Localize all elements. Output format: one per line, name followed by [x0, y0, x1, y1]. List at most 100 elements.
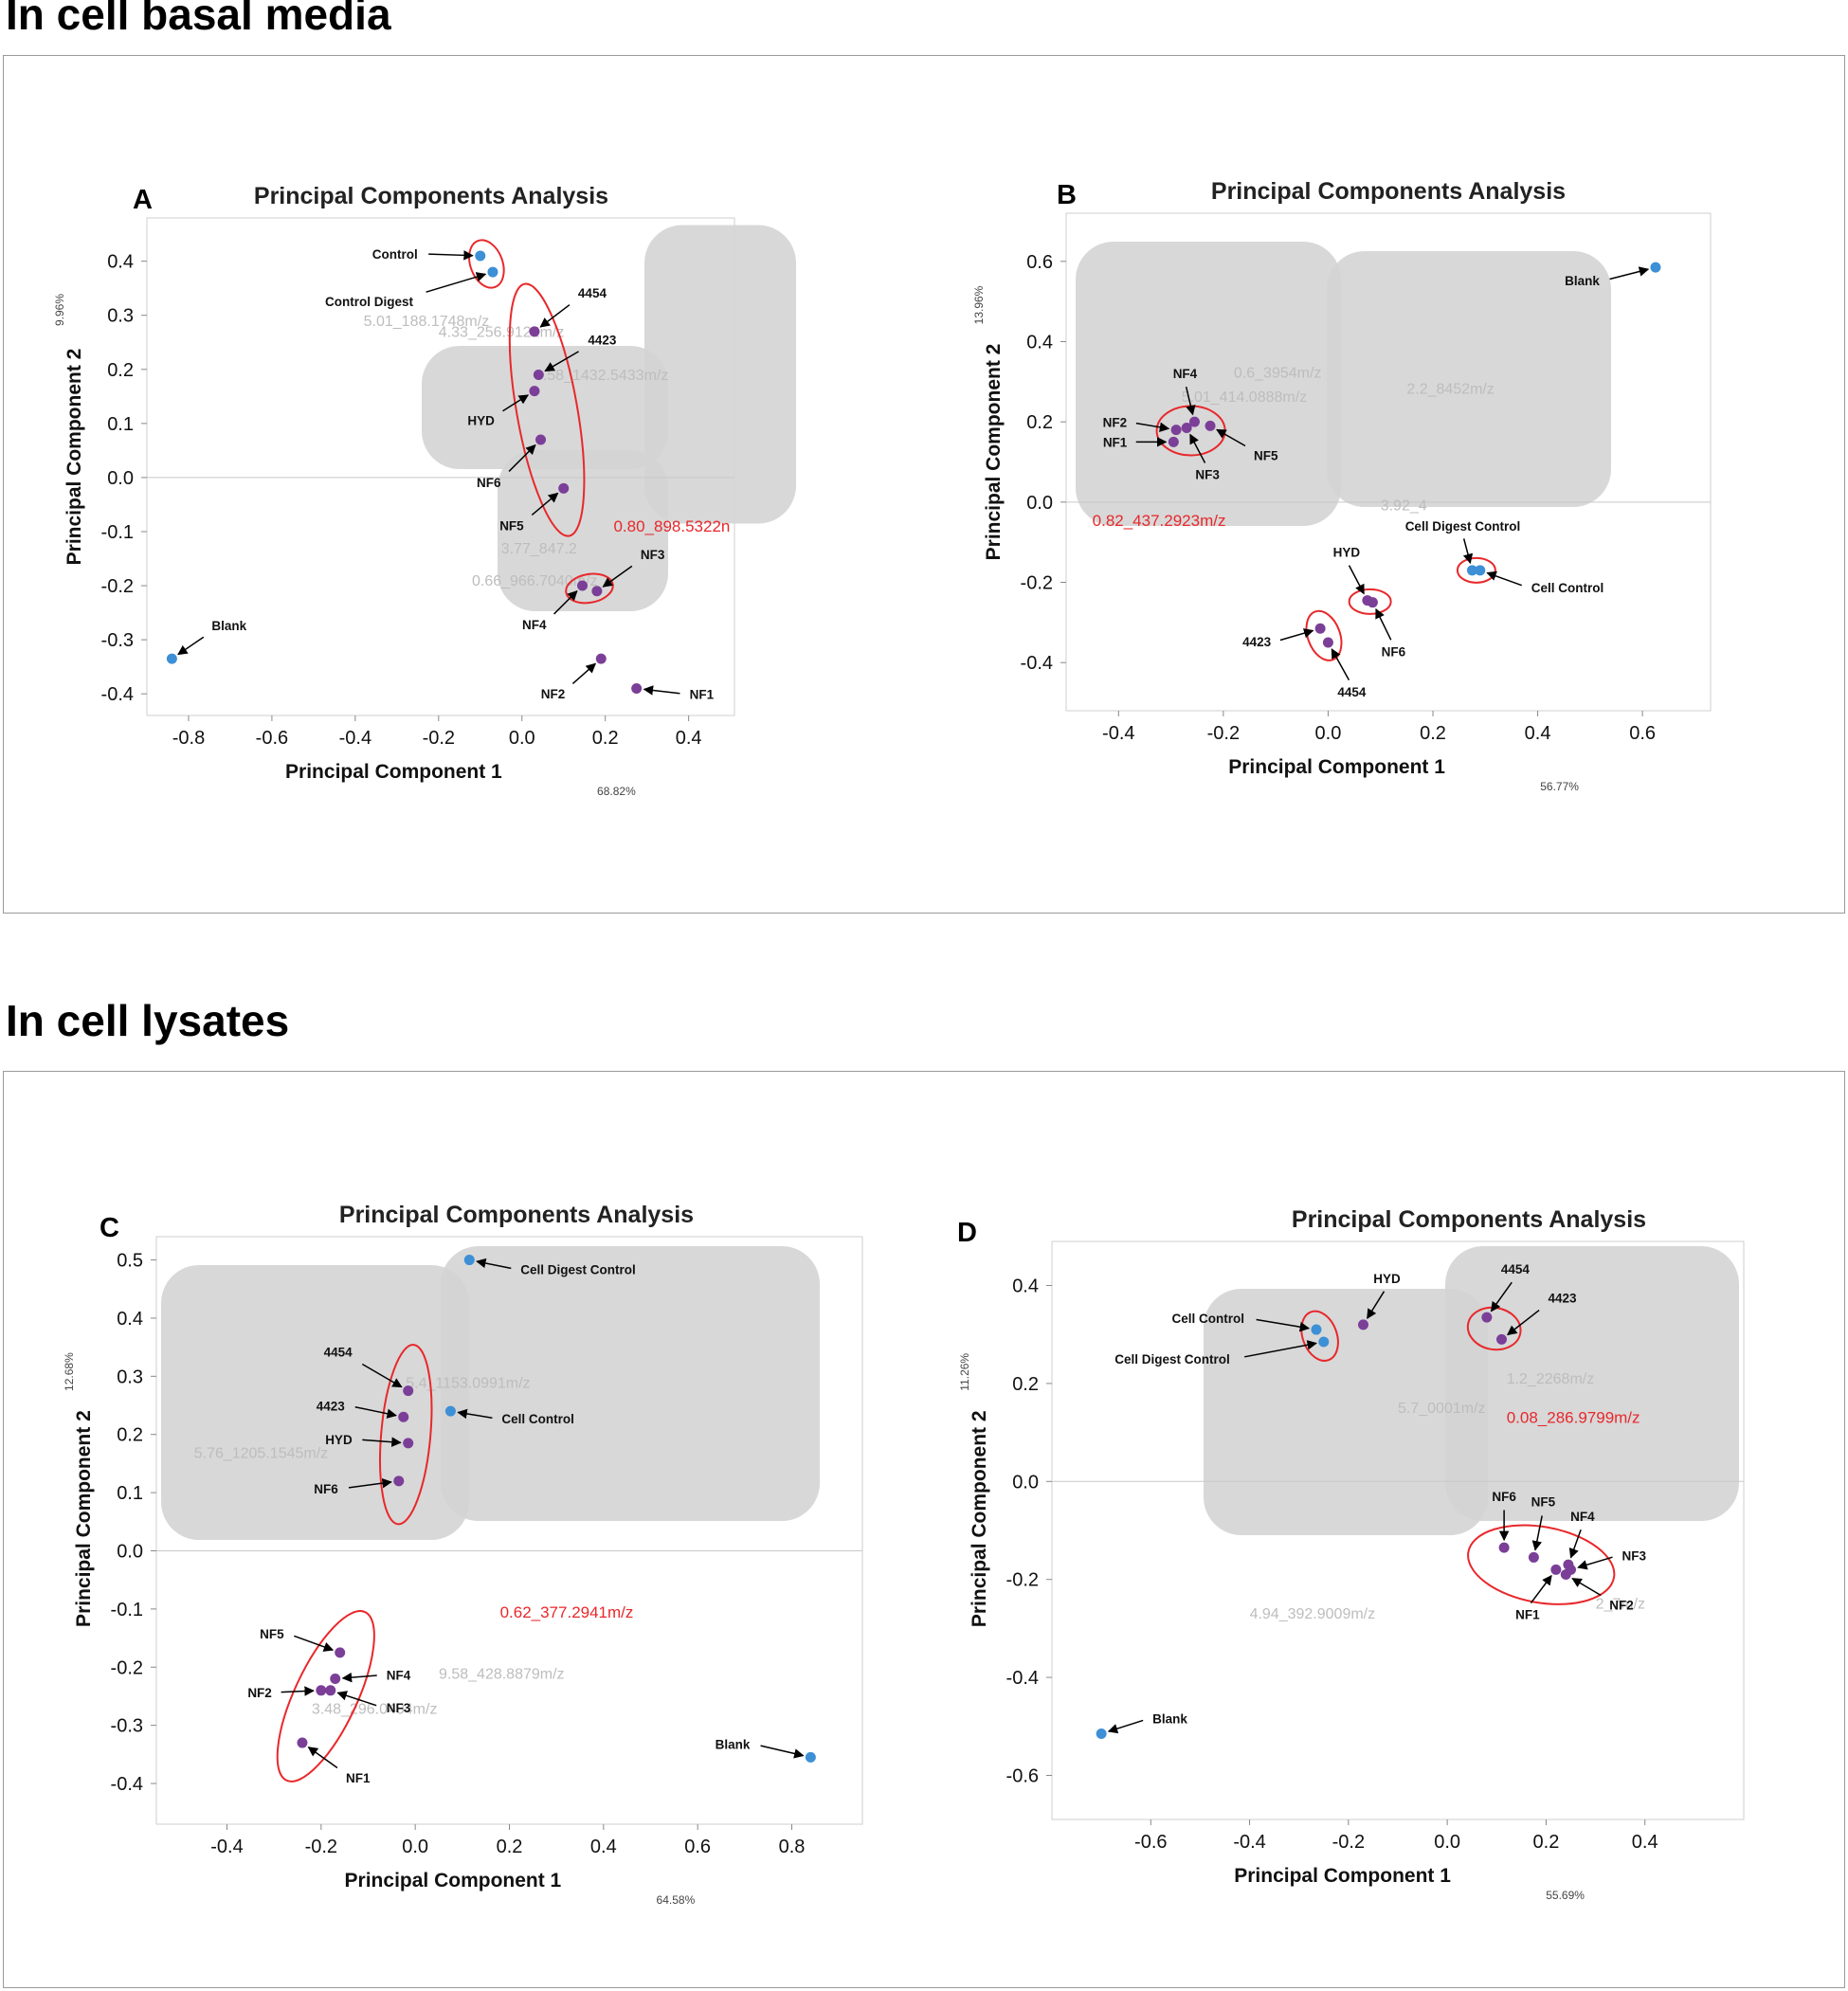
point-label: NF6: [314, 1482, 338, 1496]
point-label: 4454: [324, 1346, 353, 1360]
annotation-arrow: [426, 272, 487, 293]
point-label: HYD: [1373, 1272, 1401, 1286]
point-label: NF4: [1570, 1510, 1595, 1524]
point-label: Cell Control: [501, 1412, 574, 1426]
annotation-arrow: [1256, 1318, 1311, 1332]
annotation-arrow: [428, 250, 474, 261]
data-point-b: [1181, 423, 1192, 434]
axes-a: -0.8 -0.6 -0.4 -0.2 0.0 0.2 0.4 0.4 0.3 0.2 0.1 0.0…: [101, 252, 702, 749]
data-point-b: [1314, 623, 1326, 634]
annotation-arrow: [1279, 628, 1314, 642]
point-label: NF3: [641, 548, 665, 562]
x-tick-label: -0.2: [1332, 1832, 1365, 1853]
data-point-b: [1168, 436, 1179, 447]
loadings-cloud-blob: [1445, 1246, 1739, 1521]
x-tick-label: 0.0: [1434, 1832, 1460, 1853]
annotation-arrow: [354, 1406, 397, 1419]
data-point-a: [631, 682, 643, 694]
y-tick-label: 0.5: [117, 1251, 143, 1272]
y-tick-label: 0.3: [107, 306, 134, 327]
annotation-arrow: [294, 1635, 335, 1652]
loadings-cloud-c: [161, 1246, 820, 1540]
annotation-arrow: [1571, 1577, 1602, 1597]
point-label: NF3: [387, 1701, 411, 1715]
annotation-arrow: [553, 589, 578, 615]
y-tick-label: 0.0: [1026, 493, 1053, 514]
point-label: NF6: [1382, 645, 1406, 660]
y-tick-label: 0.4: [1012, 1276, 1039, 1297]
point-label: NF3: [1195, 468, 1220, 482]
cluster-ellipse-c: [379, 1344, 433, 1526]
y-axis-label-a: Principal Component 2: [63, 349, 85, 566]
y-tick-label: -0.4: [111, 1774, 143, 1795]
data-point-b: [1475, 565, 1486, 576]
y-tick-label: -0.4: [1006, 1668, 1039, 1689]
y-axis-label-c: Principal Component 2: [73, 1410, 95, 1627]
annotation-arrow: [1185, 387, 1196, 416]
y-tick-label: 0.2: [117, 1425, 143, 1446]
point-label: NF6: [477, 476, 501, 490]
y-variance-b: 13.96%: [972, 285, 986, 324]
point-label: 4423: [1549, 1291, 1578, 1305]
point-label: 4454: [578, 286, 607, 300]
point-label: Blank: [1565, 274, 1600, 288]
data-point-b: [1170, 425, 1182, 436]
point-label: Blank: [1152, 1712, 1187, 1727]
x-tick-label: 0.2: [1533, 1832, 1560, 1853]
loadings-cloud-blob: [422, 346, 668, 469]
y-tick-label: 0.0: [1012, 1472, 1039, 1493]
loading-label: 5.4_1153.0991m/z: [406, 1376, 530, 1392]
chart-title-c: Principal Components Analysis: [339, 1202, 694, 1228]
point-label: 4423: [317, 1399, 346, 1413]
data-point-c: [403, 1385, 414, 1397]
annotation-arrow: [476, 1258, 512, 1270]
point-label: NF1: [1515, 1607, 1540, 1621]
y-variance-d: 11.26%: [958, 1353, 971, 1391]
point-label: Cell Control: [1171, 1312, 1244, 1326]
x-tick-label: 0.8: [779, 1837, 806, 1857]
x-tick-label: -0.2: [423, 728, 455, 749]
axes-b: -0.4 -0.2 0.0 0.2 0.4 0.6 0.6 0.4 0.2 0.0 -0.2 -0.4: [1021, 252, 1657, 744]
data-point-b: [1188, 416, 1200, 427]
data-point-a: [529, 386, 540, 397]
data-point-c: [805, 1751, 816, 1763]
annotation-arrow: [1216, 428, 1246, 447]
x-tick-label: 0.4: [590, 1837, 617, 1857]
annotation-arrow: [457, 1408, 493, 1420]
y-tick-label: 0.4: [1026, 332, 1053, 353]
y-tick-label: 0.1: [107, 414, 134, 435]
y-tick-label: -0.4: [101, 684, 134, 705]
cluster-ellipse-c: [276, 1610, 375, 1783]
point-label: Cell Digest Control: [1405, 519, 1521, 534]
x-tick-label: 0.2: [592, 728, 619, 749]
data-point-c: [316, 1685, 327, 1696]
panel-letter-a: A: [133, 185, 153, 215]
y-tick-label: 0.2: [107, 360, 134, 381]
cluster-ellipse-d: [1300, 1310, 1339, 1362]
x-tick-label: 0.4: [1525, 723, 1551, 744]
point-label: NF5: [1254, 448, 1278, 462]
x-tick-label: -0.6: [256, 728, 288, 749]
loadings-cloud-blob: [644, 225, 796, 524]
chart-title-d: Principal Components Analysis: [1292, 1206, 1646, 1233]
data-point-d: [1496, 1333, 1507, 1345]
annotation-arrow: [1367, 1291, 1386, 1319]
cluster-ellipse-b: [1348, 588, 1392, 615]
data-point-d: [1358, 1319, 1368, 1330]
data-point-a: [475, 250, 486, 262]
point-label: HYD: [467, 414, 495, 428]
loadings-cloud-b: [1076, 242, 1611, 526]
data-point-d: [1550, 1564, 1562, 1575]
data-point-d: [1528, 1551, 1539, 1563]
x-variance-a: 68.82%: [597, 785, 636, 798]
annotation-arrow: [539, 304, 571, 328]
y-tick-label: 0.4: [117, 1309, 143, 1330]
x-tick-label: 0.0: [402, 1837, 428, 1857]
x-axis-label-c: Principal Component 1: [345, 1870, 562, 1891]
loading-label: 5.7_0001m/z: [1398, 1401, 1486, 1417]
point-label: NF1: [690, 687, 715, 701]
point-label: Cell Digest Control: [520, 1263, 636, 1277]
annotation-arrow: [361, 1363, 403, 1388]
data-point-c: [444, 1405, 456, 1417]
y-tick-label: 0.3: [117, 1367, 143, 1387]
